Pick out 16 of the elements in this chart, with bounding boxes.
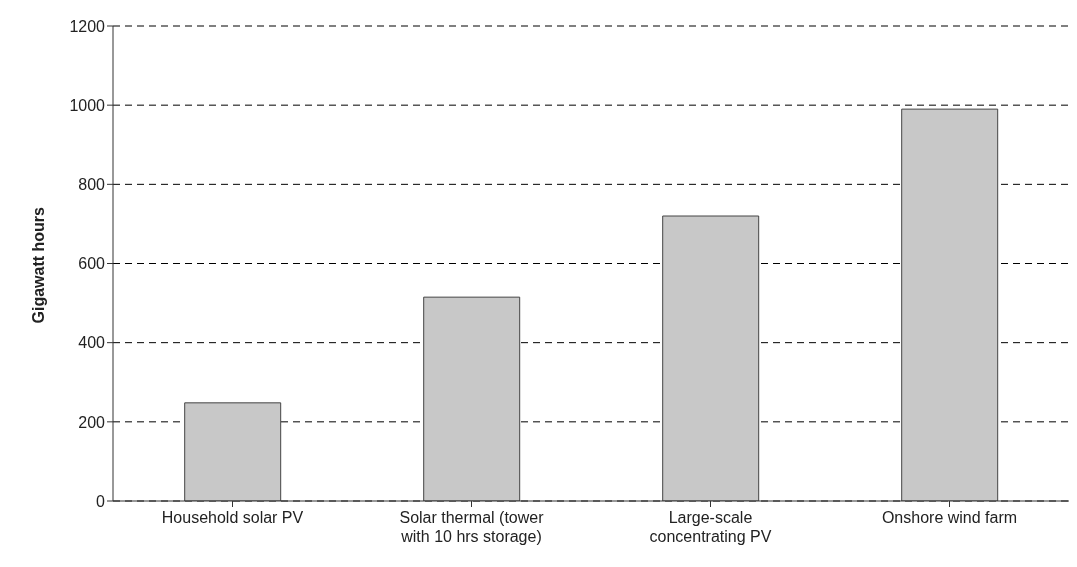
- y-tick-label: 600: [78, 255, 106, 273]
- y-tick-label: 1200: [69, 17, 106, 35]
- y-tick-label: 0: [96, 492, 106, 510]
- y-tick-label: 200: [78, 413, 106, 431]
- x-tick-label: Large-scale concentrating PV: [649, 509, 772, 545]
- y-tick-label: 800: [78, 176, 106, 194]
- x-tick-label: Solar thermal (tower with 10 hrs storage): [399, 509, 545, 545]
- x-tick-label: Onshore wind farm: [881, 509, 1018, 526]
- y-axis-title: Gigawatt hours: [29, 206, 47, 324]
- x-tick-label: Household solar PV: [161, 509, 304, 526]
- y-tick-label: 1000: [69, 96, 106, 114]
- bar: [662, 215, 760, 501]
- bar: [423, 296, 521, 501]
- y-tick-label: 400: [78, 334, 106, 352]
- bar: [184, 402, 282, 501]
- bar: [901, 108, 999, 501]
